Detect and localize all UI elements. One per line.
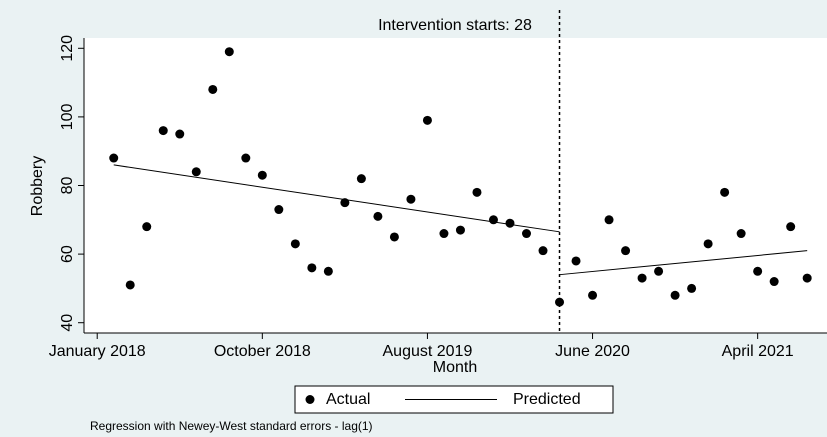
legend-label: Actual <box>326 391 370 408</box>
predicted-line <box>113 164 808 276</box>
data-point <box>109 153 119 163</box>
data-point <box>753 266 763 276</box>
data-point <box>472 187 482 197</box>
data-point <box>654 266 664 276</box>
data-point <box>158 126 168 136</box>
chart-title: Intervention starts: 28 <box>378 17 532 34</box>
plot-area <box>84 38 827 333</box>
data-point <box>769 277 779 287</box>
data-point <box>571 256 581 266</box>
y-tick-label: 60 <box>59 245 76 263</box>
note: Regression with Newey-West standard erro… <box>90 419 373 433</box>
data-point <box>621 246 631 256</box>
data-point <box>307 263 317 273</box>
x-tick-label: January 2018 <box>49 343 146 360</box>
legend-label: Predicted <box>513 391 581 408</box>
x-tick-label: October 2018 <box>214 343 311 360</box>
data-point <box>505 218 515 228</box>
data-point <box>373 211 383 221</box>
data-point <box>208 84 218 94</box>
y-tick-label: 80 <box>59 177 76 195</box>
y-tick-label: 120 <box>59 35 76 62</box>
data-point <box>389 232 399 242</box>
data-point <box>521 229 531 239</box>
data-point <box>257 170 267 180</box>
data-point <box>142 222 152 232</box>
data-point <box>720 187 730 197</box>
data-point <box>488 215 498 225</box>
data-point <box>703 239 713 249</box>
data-point <box>439 229 449 239</box>
data-point <box>736 229 746 239</box>
data-point <box>125 280 135 290</box>
data-point <box>422 115 432 125</box>
x-tick-label: August 2019 <box>383 343 473 360</box>
data-point <box>538 246 548 256</box>
data-point <box>274 205 284 215</box>
x-tick-label: April 2021 <box>722 343 794 360</box>
y-axis-label: Robbery <box>29 156 46 216</box>
data-point <box>802 273 812 283</box>
legend-symbol <box>305 395 315 404</box>
data-point <box>323 266 333 276</box>
data-point <box>224 47 234 57</box>
data-point <box>588 290 598 300</box>
data-point <box>175 129 185 139</box>
x-axis-label: Month <box>433 359 477 376</box>
data-point <box>670 290 680 300</box>
data-point <box>191 167 201 177</box>
y-tick-label: 100 <box>59 103 76 130</box>
data-point <box>687 283 697 293</box>
data-point <box>241 153 251 163</box>
data-point <box>637 273 647 283</box>
data-point <box>406 194 416 204</box>
data-point <box>555 297 565 307</box>
x-tick-label: June 2020 <box>555 343 630 360</box>
data-point <box>455 225 465 235</box>
data-point <box>604 215 614 225</box>
data-point <box>786 222 796 232</box>
data-point <box>290 239 300 249</box>
y-tick-label: 40 <box>59 314 76 332</box>
data-point <box>356 174 366 184</box>
